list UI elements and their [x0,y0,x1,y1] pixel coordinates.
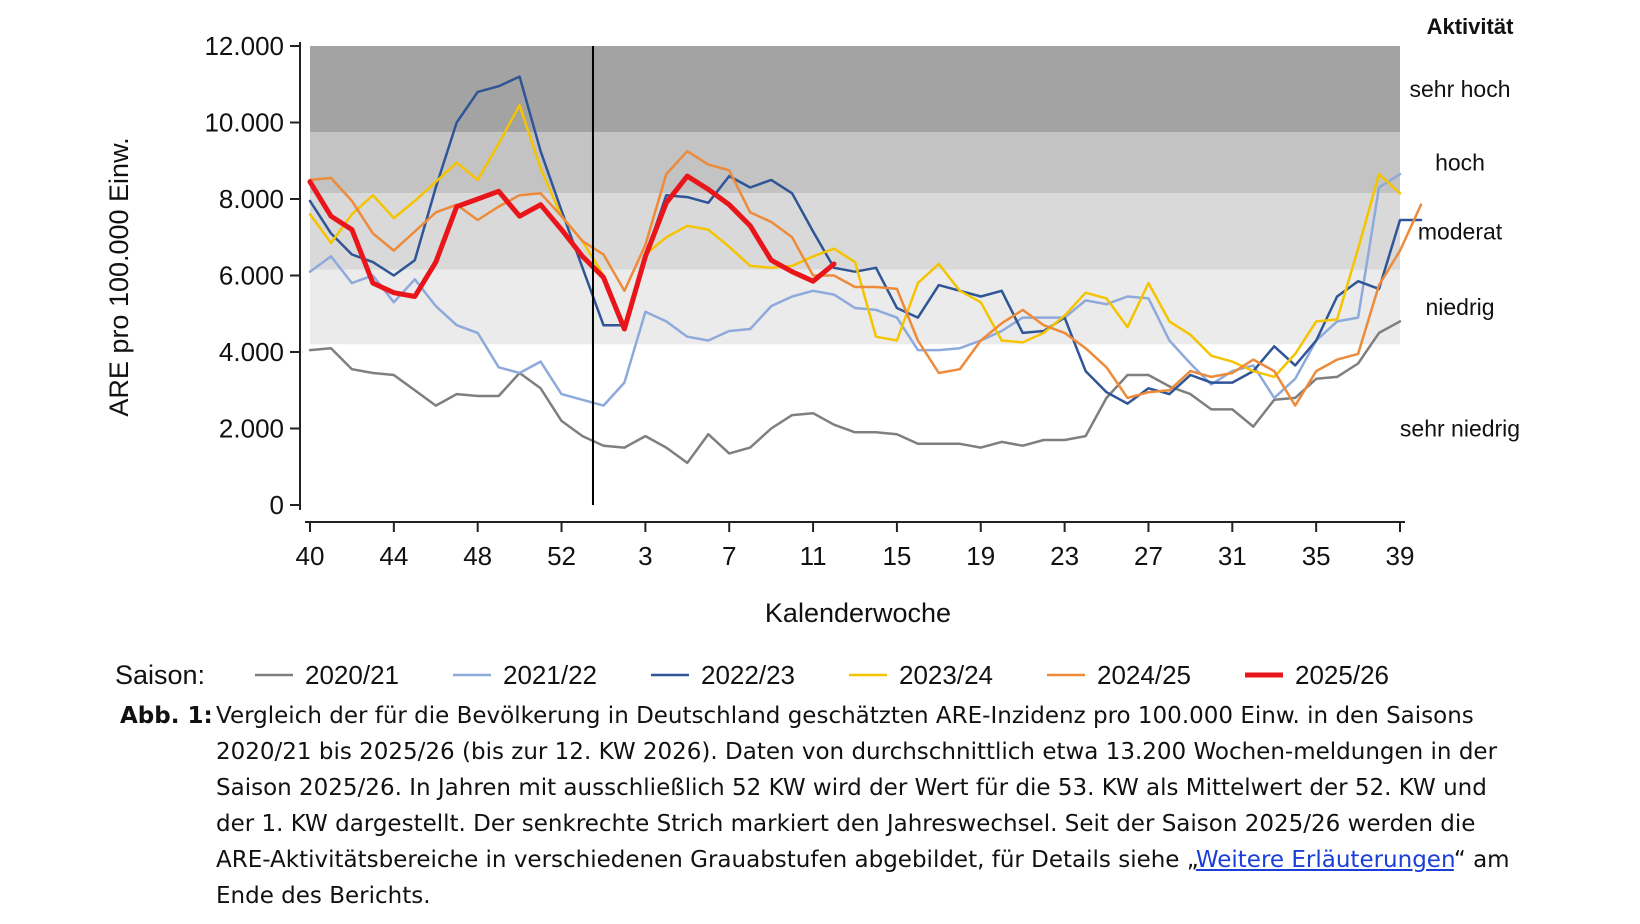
x-tick-label: 40 [296,541,325,571]
band-sehr-hoch [310,46,1400,133]
x-tick-label: 31 [1218,541,1247,571]
x-tick-label: 35 [1302,541,1331,571]
x-tick-label: 15 [882,541,911,571]
x-tick-label: 27 [1134,541,1163,571]
x-tick-label: 52 [547,541,576,571]
legend-label-2022-23: 2022/23 [701,660,795,690]
band-label-niedrig: niedrig [1425,294,1494,320]
band-label-sehr-hoch: sehr hoch [1409,76,1510,102]
band-label-moderat: moderat [1418,219,1503,245]
legend: Saison: 2020/21 2021/22 2022/23 2023/24 2024… [115,660,1389,690]
are-incidence-chart: Aktivität sehr hoch hoch moderat niedrig seh… [104,14,1520,690]
activity-bands [310,46,1400,505]
caption-body: Vergleich der für die Bevölkerung in Deu… [216,698,1516,914]
y-tick-label: 12.000 [204,31,284,61]
band-label-hoch: hoch [1435,150,1485,176]
series-line-2025-26 [307,173,837,332]
series-line-2022-23 [308,75,1423,405]
weitere-erlaeuterungen-link[interactable]: Weitere Erläuterungen [1195,847,1454,873]
activity-band-labels: Aktivität sehr hoch hoch moderat niedrig seh… [1400,14,1520,442]
x-axis-label: Kalenderwoche [765,598,951,628]
band-moderat [310,193,1400,270]
y-tick-label: 8.000 [219,184,284,214]
y-tick-label: 10.000 [204,108,284,138]
legend-label-2024-25: 2024/25 [1097,660,1191,690]
legend-label-2020-21: 2020/21 [305,660,399,690]
caption-label: Abb. 1: [120,703,213,729]
y-tick-label: 4.000 [219,337,284,367]
axes: 0 2.000 4.000 6.000 8.000 10.000 12.000 40 44 48 5… [204,31,1414,571]
y-axis-label: ARE pro 100.000 Einw. [104,137,134,416]
caption-text-end: “ am Ende des Berichts. [216,847,1510,909]
x-tick-label: 11 [800,541,827,571]
band-label-sehr-niedrig: sehr niedrig [1400,416,1520,442]
caption-text: Vergleich der für die Bevölkerung in Deu… [216,703,1498,873]
x-tick-label: 44 [379,541,408,571]
series-line-2021-22 [308,172,1402,407]
series-line-2020-21 [308,320,1402,465]
x-tick-label: 3 [638,541,652,571]
x-tick-label: 7 [722,541,736,571]
x-tick-label: 19 [966,541,995,571]
series-lines [307,75,1423,465]
x-tick-label: 48 [463,541,492,571]
y-tick-label: 6.000 [219,261,284,291]
legend-label-2023-24: 2023/24 [899,660,993,690]
activity-title: Aktivität [1427,14,1514,39]
y-tick-label: 0 [270,490,284,520]
legend-label-2021-22: 2021/22 [503,660,597,690]
y-tick-label: 2.000 [219,414,284,444]
x-tick-label: 23 [1050,541,1079,571]
figure-caption: Abb. 1: Vergleich der für die Bevölkerung… [120,698,1540,914]
legend-prefix: Saison: [115,660,205,690]
band-sehr-niedrig [310,344,1400,505]
legend-label-2025-26: 2025/26 [1295,660,1389,690]
band-hoch [310,132,1400,194]
series-line-2023-24 [308,104,1402,379]
x-tick-label: 39 [1386,541,1415,571]
series-line-2024-25 [308,149,1423,407]
